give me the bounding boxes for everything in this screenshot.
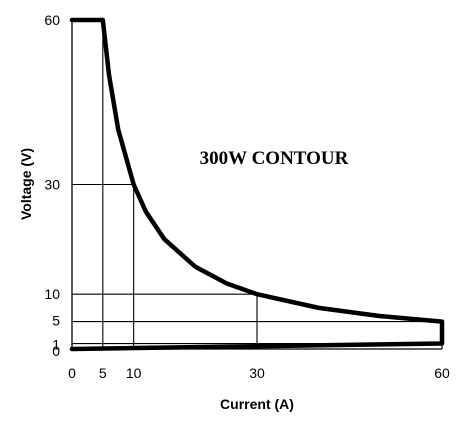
reference-lines bbox=[72, 19, 443, 349]
x-tick-label-5: 5 bbox=[99, 365, 107, 381]
curve-point-2 bbox=[108, 74, 110, 76]
x-axis-label: Current (A) bbox=[220, 396, 294, 412]
y-tick-label-30: 30 bbox=[44, 177, 60, 193]
curve-point-13 bbox=[441, 343, 443, 345]
curve-point-0 bbox=[71, 19, 73, 21]
tick-labels: 0 5 10 30 60 01 5 10 30 60 bbox=[44, 12, 450, 381]
x-tick-label-0: 0 bbox=[68, 365, 76, 381]
curve-point-8 bbox=[225, 282, 227, 284]
curve-point-10 bbox=[318, 307, 320, 309]
y-tick-label-10: 10 bbox=[44, 286, 60, 302]
curve-point-14 bbox=[71, 348, 73, 350]
y-axis-label: Voltage (V) bbox=[18, 148, 34, 220]
curve-point-11 bbox=[379, 315, 381, 317]
y-tick-label-60: 60 bbox=[44, 12, 60, 28]
curve-point-4 bbox=[133, 184, 135, 185]
y-tick-label-1: 1 bbox=[52, 337, 60, 353]
curve-point-7 bbox=[194, 266, 196, 268]
x-tick-label-10: 10 bbox=[126, 365, 142, 381]
chart-annotation: 300W CONTOUR bbox=[200, 148, 349, 169]
y-tick-label-0: 0 bbox=[52, 343, 60, 359]
curve-point-3 bbox=[117, 129, 119, 131]
x-tick-label-60: 60 bbox=[434, 365, 450, 381]
curve-point-1 bbox=[102, 19, 104, 21]
curve-point-9 bbox=[256, 293, 258, 295]
contour-curve-group bbox=[69, 17, 445, 352]
y-tick-label-5: 5 bbox=[52, 313, 60, 329]
curve-point-6 bbox=[164, 238, 165, 240]
curve-point-12 bbox=[441, 321, 443, 323]
x-tick-label-30: 30 bbox=[249, 365, 265, 381]
curve-point-5 bbox=[145, 211, 147, 213]
